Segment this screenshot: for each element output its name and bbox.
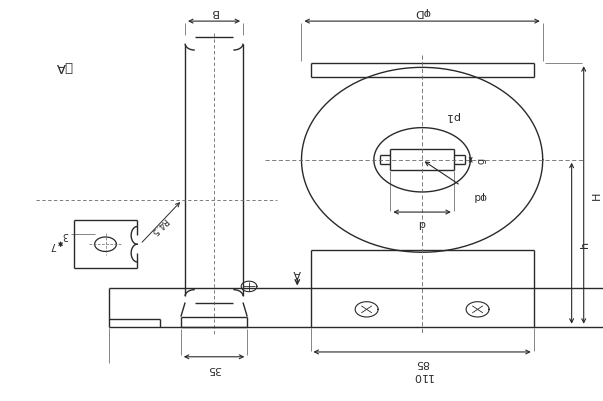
Text: d: d — [418, 218, 426, 227]
Text: A: A — [294, 267, 301, 277]
Text: 110: 110 — [412, 371, 432, 380]
Text: 35: 35 — [207, 363, 221, 373]
Text: 7: 7 — [50, 240, 57, 249]
Text: φD: φD — [414, 7, 430, 17]
Text: h: h — [580, 240, 590, 247]
Text: 85: 85 — [415, 357, 429, 367]
Text: H: H — [592, 191, 602, 200]
Text: 3: 3 — [62, 230, 68, 239]
Text: p1: p1 — [445, 111, 459, 121]
Text: B: B — [210, 7, 218, 17]
Text: 图A: 图A — [55, 60, 72, 73]
Text: R4.5: R4.5 — [148, 215, 169, 236]
Text: g: g — [476, 157, 487, 164]
Text: φd: φd — [473, 190, 486, 200]
